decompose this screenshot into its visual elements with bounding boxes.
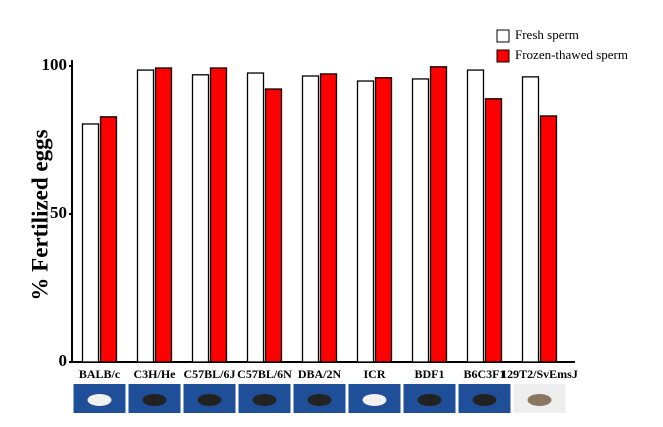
x-tick-label: C57BL/6J bbox=[183, 367, 235, 381]
bar bbox=[136, 69, 155, 363]
bar bbox=[209, 67, 228, 363]
bar bbox=[484, 98, 503, 363]
x-tick-label: ICR bbox=[363, 367, 385, 381]
bar bbox=[264, 88, 283, 363]
x-tick-label: 129T2/SvEmsJ bbox=[501, 367, 578, 381]
x-tick-label: BALB/c bbox=[79, 367, 121, 381]
mouse-figure bbox=[197, 394, 222, 406]
mouse-figure bbox=[142, 394, 167, 406]
legend-swatch bbox=[496, 49, 510, 63]
bar bbox=[301, 75, 320, 363]
bar bbox=[154, 67, 173, 363]
x-tick-label: B6C3F1 bbox=[464, 367, 506, 381]
bar bbox=[319, 73, 338, 363]
bar bbox=[99, 116, 118, 363]
y-tick-label: 50 bbox=[50, 203, 67, 222]
legend-swatch bbox=[496, 29, 510, 43]
legend-label: Frozen-thawed sperm bbox=[515, 47, 628, 62]
bar bbox=[191, 74, 210, 363]
mouse-figure bbox=[362, 394, 387, 406]
bar bbox=[411, 78, 430, 363]
x-tick-label: C3H/He bbox=[134, 367, 177, 381]
x-tick-label: BDF1 bbox=[415, 367, 445, 381]
mouse-figure bbox=[307, 394, 332, 406]
bar bbox=[356, 80, 375, 363]
x-tick-label: C57BL/6N bbox=[237, 367, 292, 381]
legend-label: Fresh sperm bbox=[515, 27, 579, 42]
mouse-figure bbox=[417, 394, 442, 406]
mouse-figure bbox=[252, 394, 277, 406]
y-tick-label: 0 bbox=[59, 351, 68, 370]
bar bbox=[246, 72, 265, 363]
bar bbox=[466, 69, 485, 363]
bar bbox=[81, 123, 100, 363]
x-tick-label: DBA/2N bbox=[298, 367, 342, 381]
y-tick-label: 100 bbox=[42, 55, 68, 74]
mouse-figure bbox=[527, 394, 552, 406]
y-axis-label: % Fertilized eggs bbox=[27, 129, 52, 300]
bar bbox=[429, 66, 448, 363]
bar bbox=[539, 115, 558, 363]
mouse-figure bbox=[87, 394, 112, 406]
bar bbox=[521, 76, 540, 363]
bar bbox=[374, 77, 393, 363]
mouse-figure bbox=[472, 394, 497, 406]
